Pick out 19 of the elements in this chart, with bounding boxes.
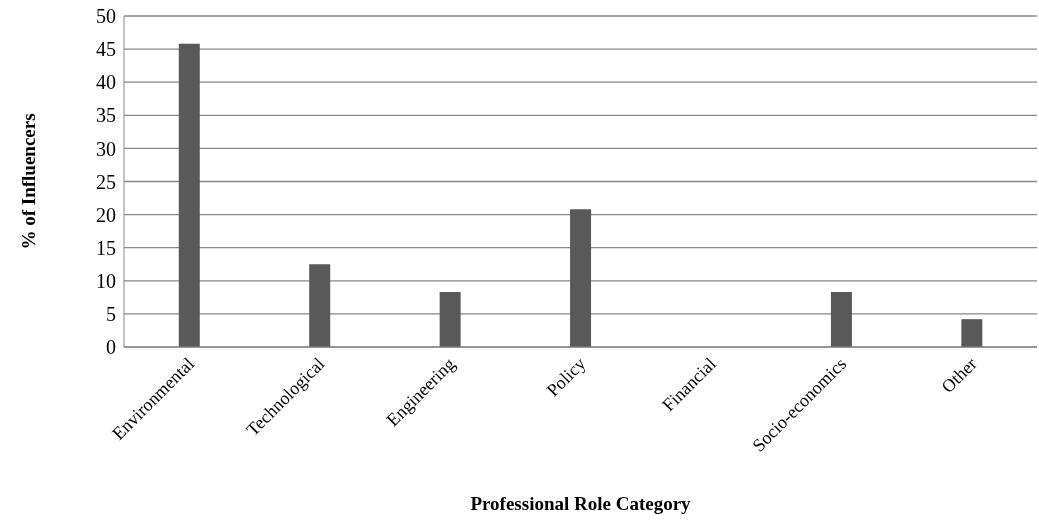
bar	[570, 209, 592, 347]
y-tick-label: 30	[96, 137, 116, 160]
y-tick-label: 0	[106, 336, 116, 359]
y-tick-label: 10	[96, 269, 116, 292]
y-tick-label: 15	[96, 236, 116, 259]
bar	[178, 43, 200, 347]
y-axis-title: % of Influencers	[17, 113, 39, 250]
y-tick-label: 40	[96, 71, 116, 94]
bar	[439, 292, 461, 347]
y-tick-label: 35	[96, 104, 116, 127]
y-tick-label: 5	[106, 303, 116, 325]
y-tick-label: 20	[96, 203, 116, 226]
y-tick-label: 45	[96, 38, 116, 61]
bar	[830, 292, 852, 347]
y-tick-label: 25	[96, 170, 116, 193]
bar	[309, 264, 331, 347]
x-axis-title: Professional Role Category	[470, 493, 692, 514]
bar	[961, 319, 983, 347]
y-tick-label: 50	[96, 5, 116, 28]
